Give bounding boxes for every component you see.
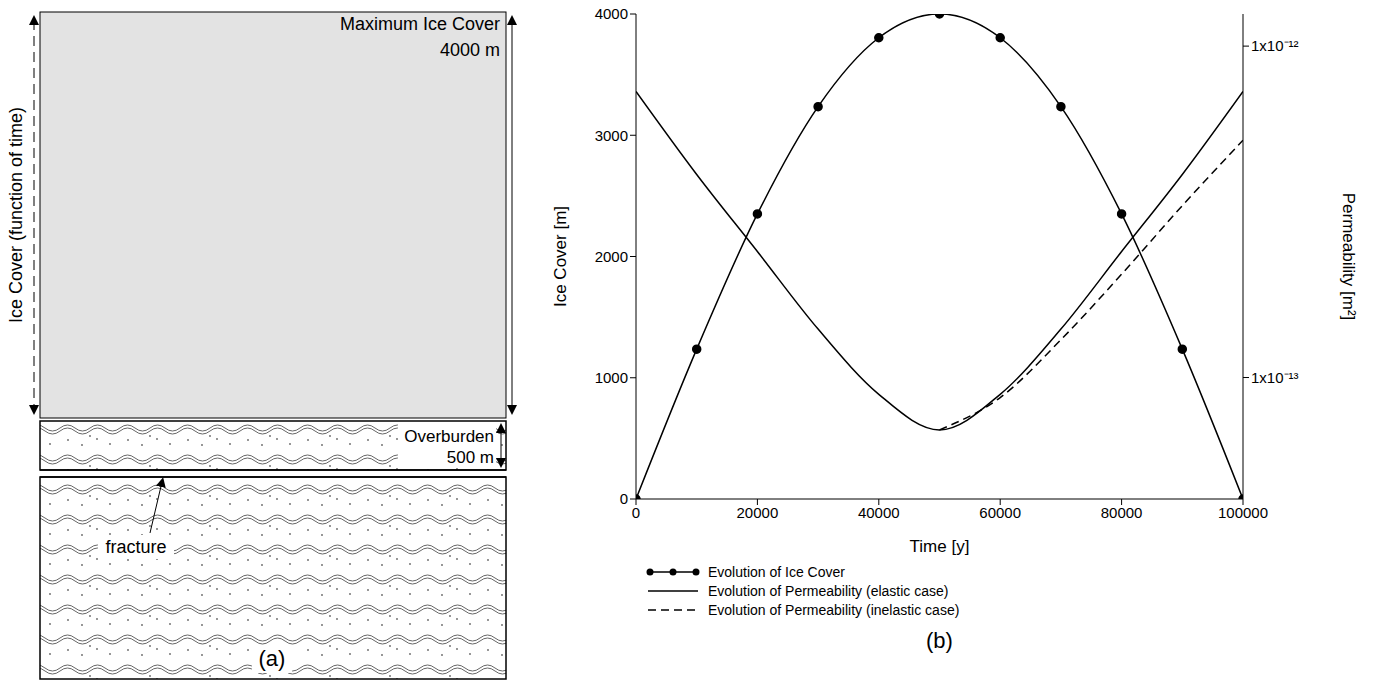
- svg-text:3000: 3000: [595, 127, 628, 144]
- svg-text:0: 0: [620, 490, 628, 507]
- svg-text:1000: 1000: [595, 369, 628, 386]
- svg-text:2000: 2000: [595, 248, 628, 265]
- svg-text:Time [y]: Time [y]: [910, 537, 970, 556]
- svg-text:(a): (a): [259, 646, 286, 671]
- svg-text:40000: 40000: [858, 504, 900, 521]
- svg-text:Overburden: Overburden: [404, 427, 494, 446]
- svg-text:Maximum Ice Cover: Maximum Ice Cover: [340, 14, 500, 34]
- svg-text:4000: 4000: [595, 5, 628, 22]
- svg-text:80000: 80000: [1101, 504, 1143, 521]
- svg-text:Ice Cover [m]: Ice Cover [m]: [551, 206, 570, 307]
- html-text:Evolution of Ice Cover: Evolution of Ice Cover: [708, 563, 845, 580]
- svg-text:Ice Cover (function of time): Ice Cover (function of time): [6, 107, 26, 323]
- html-text:Evolution of Permeability (ela: Evolution of Permeability (elastic case): [708, 582, 949, 599]
- svg-text:1x10⁻¹³: 1x10⁻¹³: [1251, 369, 1299, 386]
- svg-text:100000: 100000: [1218, 504, 1268, 521]
- svg-text:4000 m: 4000 m: [440, 40, 500, 60]
- html-text:(b): (b): [926, 628, 953, 653]
- svg-text:0: 0: [632, 504, 640, 521]
- svg-text:Permeability [m²]: Permeability [m²]: [1339, 193, 1358, 321]
- svg-text:fracture: fracture: [105, 537, 166, 557]
- html-text:Evolution of Permeability (ine: Evolution of Permeability (inelastic cas…: [708, 601, 960, 618]
- svg-text:1x10⁻¹²: 1x10⁻¹²: [1251, 37, 1299, 54]
- svg-text:20000: 20000: [737, 504, 779, 521]
- svg-text:500 m: 500 m: [447, 448, 494, 467]
- svg-text:60000: 60000: [979, 504, 1021, 521]
